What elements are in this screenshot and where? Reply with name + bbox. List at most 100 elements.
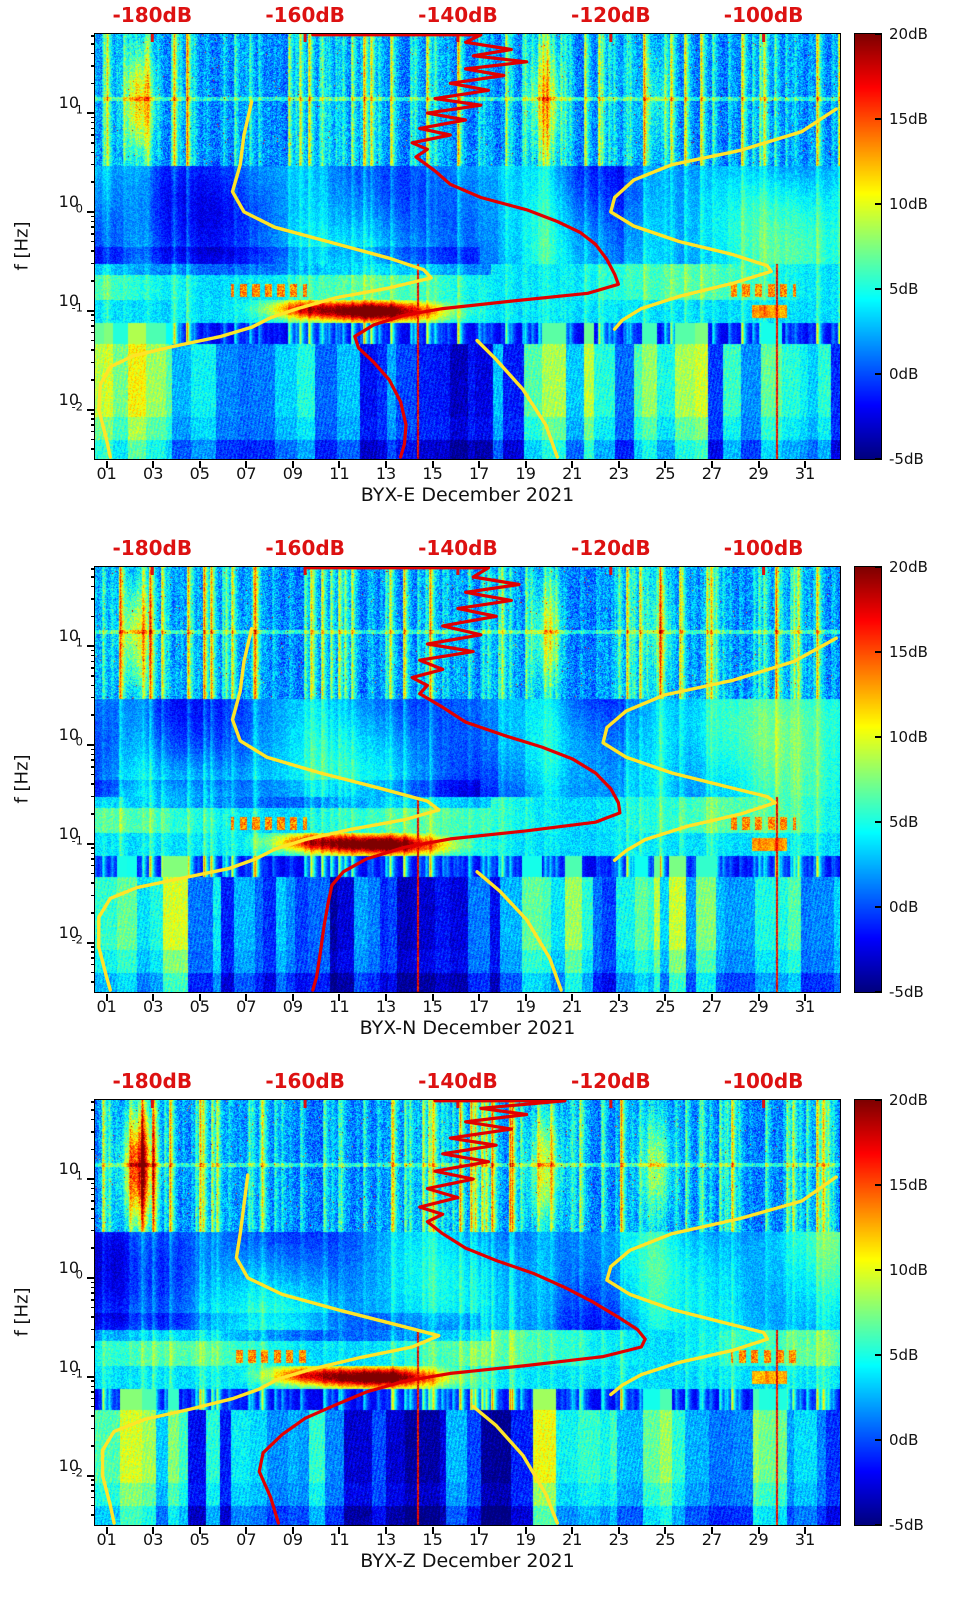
yellow-reference-curve bbox=[601, 636, 838, 862]
y-major-tick bbox=[87, 1276, 95, 1279]
top-axis-red-tick bbox=[609, 34, 613, 42]
x-major-tick bbox=[571, 994, 574, 1001]
panel-title: BYX-Z December 2021 bbox=[360, 1550, 575, 1572]
y-minor-tick bbox=[91, 226, 95, 228]
y-minor-tick bbox=[91, 872, 95, 875]
x-major-tick bbox=[105, 461, 108, 468]
x-tick-label: 01 bbox=[96, 997, 117, 1016]
red-psd-curve bbox=[303, 567, 622, 992]
x-major-tick bbox=[757, 1527, 760, 1534]
x-tick-label: 29 bbox=[748, 997, 769, 1016]
x-tick-label: 05 bbox=[189, 997, 210, 1016]
y-minor-tick bbox=[91, 127, 95, 130]
y-minor-tick bbox=[91, 413, 95, 415]
y-minor-tick bbox=[91, 783, 95, 785]
x-tick-label: 25 bbox=[655, 464, 676, 483]
x-tick-label: 07 bbox=[236, 1530, 257, 1549]
top-axis-tick-label: -100dB bbox=[723, 536, 804, 560]
x-tick-label: 17 bbox=[468, 1530, 490, 1549]
y-minor-tick bbox=[91, 1306, 95, 1309]
y-tick-label: 10 0 bbox=[58, 191, 83, 216]
x-major-tick bbox=[198, 461, 201, 468]
x-major-tick bbox=[524, 461, 527, 468]
top-axis-tick-label: -180dB bbox=[112, 1069, 193, 1093]
y-minor-tick bbox=[91, 339, 95, 342]
y-minor-tick bbox=[91, 759, 95, 761]
top-axis-tick-label: -180dB bbox=[112, 536, 193, 560]
x-tick-label: 21 bbox=[562, 464, 583, 483]
colorbar-tick-label: 20dB bbox=[889, 25, 928, 43]
x-tick-label: 03 bbox=[143, 997, 164, 1016]
colorbar-tick bbox=[875, 118, 881, 120]
y-minor-tick bbox=[91, 1427, 95, 1430]
y-tick-label: 10 1 bbox=[58, 1158, 83, 1183]
x-tick-label: 31 bbox=[794, 1530, 816, 1549]
x-tick-label: 01 bbox=[96, 464, 117, 483]
y-minor-tick bbox=[91, 134, 95, 136]
top-axis-tick-label: -160dB bbox=[265, 3, 345, 27]
y-minor-tick bbox=[91, 957, 95, 959]
y-minor-tick bbox=[91, 615, 95, 618]
x-major-tick bbox=[571, 461, 574, 468]
x-tick-label: 15 bbox=[422, 464, 443, 483]
y-minor-tick bbox=[91, 1514, 95, 1516]
x-major-tick bbox=[338, 994, 341, 1001]
y-minor-tick bbox=[91, 1496, 95, 1499]
x-major-tick bbox=[478, 461, 481, 468]
x-major-tick bbox=[431, 994, 434, 1001]
x-major-tick bbox=[431, 461, 434, 468]
spectrogram-canvas bbox=[95, 1100, 840, 1525]
y-minor-tick bbox=[91, 1397, 95, 1400]
y-minor-tick bbox=[91, 1385, 95, 1388]
x-tick-label: 09 bbox=[282, 997, 304, 1016]
y-minor-tick bbox=[91, 675, 95, 677]
y-minor-tick bbox=[91, 142, 95, 144]
x-tick-label: 31 bbox=[794, 464, 816, 483]
yellow-reference-curve bbox=[97, 627, 441, 992]
x-major-tick bbox=[664, 461, 667, 468]
colorbar-tick bbox=[875, 566, 881, 568]
colorbar-tick-label: 10dB bbox=[889, 728, 928, 746]
x-major-tick bbox=[198, 1527, 201, 1534]
x-tick-label: 21 bbox=[562, 1530, 583, 1549]
x-major-tick bbox=[524, 1527, 527, 1534]
y-minor-tick bbox=[91, 649, 95, 652]
y-minor-tick bbox=[91, 1148, 95, 1151]
x-tick-label: 27 bbox=[701, 464, 723, 483]
y-tick-labels: 10 1 10 0 10 -1 10 -2 bbox=[0, 0, 87, 533]
y-minor-tick bbox=[91, 894, 95, 897]
y-minor-tick bbox=[91, 654, 95, 657]
y-minor-tick bbox=[91, 667, 95, 669]
colorbar bbox=[854, 33, 882, 460]
x-major-tick bbox=[431, 1527, 434, 1534]
colorbar-tick-label: 5dB bbox=[889, 280, 919, 298]
y-minor-tick bbox=[91, 1131, 95, 1133]
colorbar-tick bbox=[875, 33, 881, 35]
colorbar-tick-label: 10dB bbox=[889, 195, 928, 213]
curve-overlay bbox=[97, 34, 838, 459]
y-minor-tick bbox=[91, 1391, 95, 1393]
y-minor-tick bbox=[91, 882, 95, 884]
y-tick-label: 10 0 bbox=[58, 724, 83, 749]
x-major-tick bbox=[710, 461, 713, 468]
colorbar-tick bbox=[875, 1269, 881, 1271]
y-minor-tick bbox=[91, 349, 95, 351]
y-tick-label: 10 -1 bbox=[58, 290, 83, 315]
yellow-reference-curve bbox=[609, 107, 838, 331]
x-tick-label: 19 bbox=[515, 464, 536, 483]
x-major-tick bbox=[245, 1527, 248, 1534]
colorbar bbox=[854, 566, 882, 993]
colorbar-tick-label: 0dB bbox=[889, 365, 919, 383]
x-major-tick bbox=[105, 994, 108, 1001]
colorbar-tick-label: 10dB bbox=[889, 1261, 928, 1279]
yellow-reference-curve bbox=[100, 1173, 441, 1525]
x-tick-label: 25 bbox=[655, 1530, 676, 1549]
x-major-tick bbox=[804, 994, 807, 1001]
colorbar-tick bbox=[875, 736, 881, 738]
x-major-tick bbox=[385, 1527, 388, 1534]
x-tick-label: 07 bbox=[236, 997, 257, 1016]
y-minor-tick bbox=[91, 981, 95, 983]
yellow-reference-curve bbox=[475, 870, 563, 992]
x-major-tick bbox=[617, 994, 620, 1001]
colorbar-tick-label: 0dB bbox=[889, 898, 919, 916]
